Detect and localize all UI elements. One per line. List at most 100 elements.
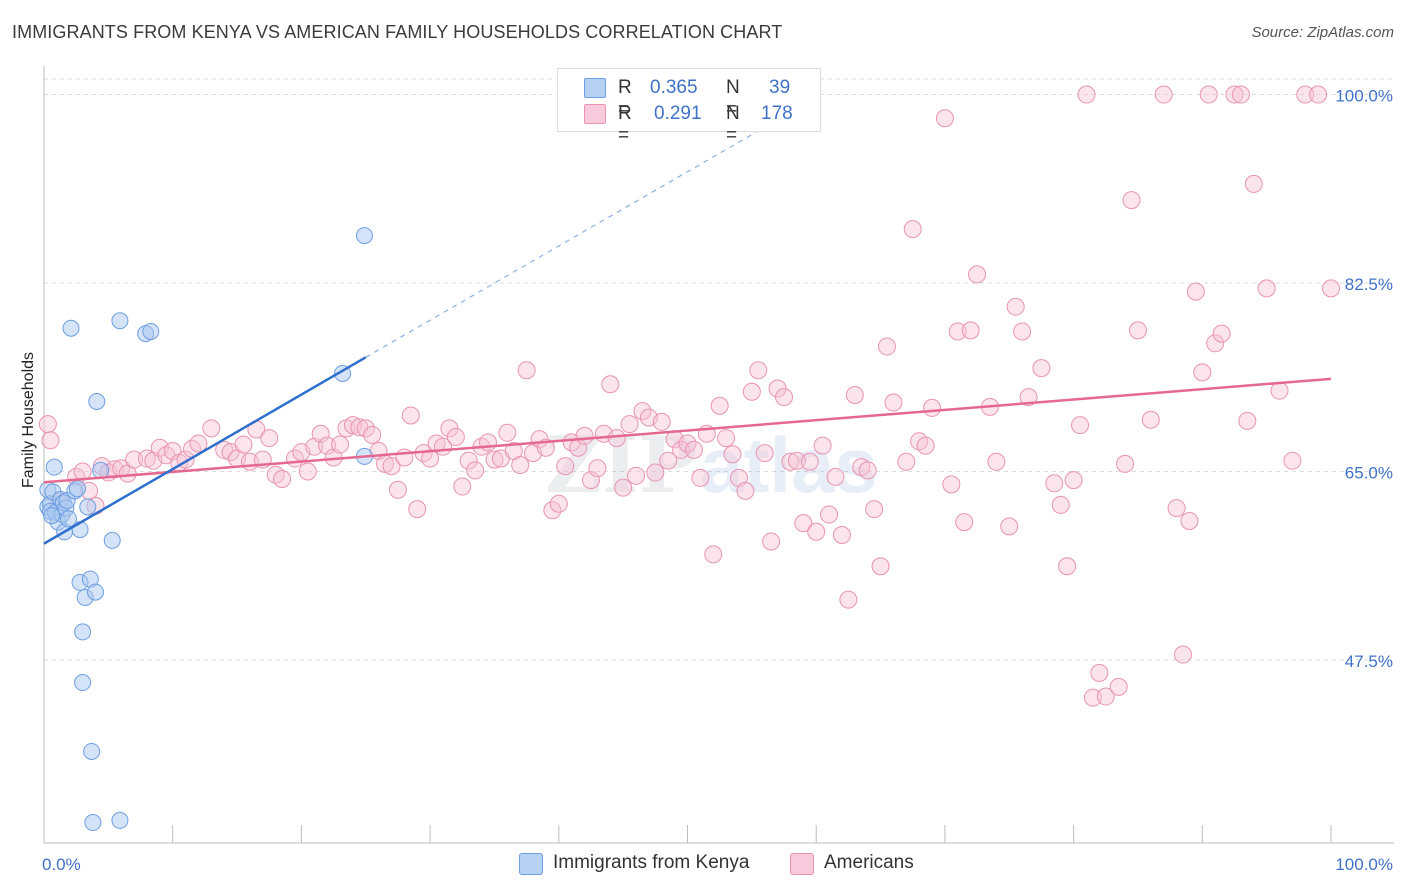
y-axis-label: Family Households xyxy=(20,351,37,489)
data-point-americans xyxy=(479,433,498,452)
data-point-americans xyxy=(1045,474,1064,493)
data-point-americans xyxy=(781,452,800,471)
data-point-americans xyxy=(601,375,620,394)
trend-lines xyxy=(43,115,1332,545)
data-point-americans xyxy=(916,436,935,455)
data-point-americans xyxy=(659,451,678,470)
data-point-americans xyxy=(1296,85,1315,104)
data-point-kenya xyxy=(74,623,92,641)
data-point-americans xyxy=(588,459,607,478)
gridlines xyxy=(44,78,1394,661)
data-point-americans xyxy=(704,545,723,564)
data-point-kenya xyxy=(103,531,121,549)
kenya-points xyxy=(39,227,373,832)
data-point-americans xyxy=(388,480,407,499)
trend-line-kenya xyxy=(43,356,367,545)
data-point-americans xyxy=(189,434,208,453)
data-point-kenya xyxy=(83,742,101,760)
watermark-atlas: atlas xyxy=(700,421,878,509)
data-point-americans xyxy=(137,449,156,468)
data-point-americans xyxy=(865,500,884,519)
data-point-americans xyxy=(884,393,903,412)
source-credit: Source: ZipAtlas.com xyxy=(1251,24,1394,41)
data-point-kenya xyxy=(62,319,80,337)
data-point-americans xyxy=(955,513,974,532)
data-point-americans xyxy=(800,452,819,471)
y-tick-label: 65.0% xyxy=(1345,463,1393,482)
data-point-americans xyxy=(691,468,710,487)
data-point-americans xyxy=(736,481,755,500)
data-point-americans xyxy=(1141,410,1160,429)
data-point-americans xyxy=(968,265,987,284)
data-point-americans xyxy=(234,435,253,454)
data-point-americans xyxy=(903,220,922,239)
x-tick-label: 100.0% xyxy=(1335,855,1393,874)
data-point-americans xyxy=(1090,663,1109,682)
americans-points xyxy=(38,85,1340,707)
data-point-kenya xyxy=(88,392,106,410)
data-point-americans xyxy=(1199,85,1218,104)
data-point-americans xyxy=(826,467,845,486)
data-point-americans xyxy=(215,440,234,459)
legend-swatch-americans xyxy=(584,104,606,124)
data-point-americans xyxy=(536,438,555,457)
data-point-americans xyxy=(356,419,375,438)
data-point-americans xyxy=(446,428,465,446)
data-point-americans xyxy=(1231,85,1250,104)
data-point-americans xyxy=(125,450,144,469)
data-point-kenya xyxy=(68,480,86,498)
data-point-americans xyxy=(163,442,182,460)
data-point-kenya xyxy=(79,498,97,516)
legend-r-key: R = xyxy=(618,77,632,120)
y-tick-label: 100.0% xyxy=(1335,87,1393,106)
legend-r-value: 0.291 xyxy=(654,103,702,124)
data-point-americans xyxy=(787,451,806,470)
data-point-kenya xyxy=(74,674,92,692)
data-point-americans xyxy=(652,412,671,431)
data-point-kenya xyxy=(86,583,104,601)
chart-title: IMMIGRANTS FROM KENYA VS AMERICAN FAMILY… xyxy=(12,22,783,42)
data-point-americans xyxy=(923,398,942,417)
legend-label-americans: Americans xyxy=(824,852,914,873)
data-point-americans xyxy=(202,419,221,438)
data-point-americans xyxy=(1322,279,1340,298)
series-legend: Immigrants from Kenya Americans xyxy=(0,852,1406,878)
data-point-americans xyxy=(517,361,536,380)
legend-swatch-kenya xyxy=(519,853,543,875)
data-point-americans xyxy=(742,382,761,401)
data-point-americans xyxy=(646,463,665,482)
data-point-kenya xyxy=(84,814,102,832)
data-point-americans xyxy=(775,388,794,407)
data-point-americans xyxy=(710,396,729,415)
data-point-americans xyxy=(1071,416,1090,435)
data-point-americans xyxy=(331,435,350,454)
data-point-americans xyxy=(755,444,774,463)
legend-label-kenya: Immigrants from Kenya xyxy=(553,852,750,873)
legend-r-value: 0.365 xyxy=(650,77,698,98)
data-point-americans xyxy=(318,436,337,455)
legend-n-value: 39 xyxy=(769,77,791,98)
data-point-americans xyxy=(684,440,703,459)
data-point-americans xyxy=(459,451,478,470)
data-point-americans xyxy=(1051,495,1070,514)
data-point-americans xyxy=(549,494,568,513)
data-point-americans xyxy=(813,436,832,455)
data-point-americans xyxy=(1032,359,1051,378)
legend-swatch-kenya xyxy=(584,78,606,98)
data-point-americans xyxy=(1077,85,1096,104)
data-point-americans xyxy=(1270,381,1289,400)
data-point-americans xyxy=(1109,677,1128,696)
data-point-americans xyxy=(620,415,639,434)
data-point-americans xyxy=(511,456,530,474)
data-point-americans xyxy=(1000,517,1019,536)
data-point-americans xyxy=(1006,297,1025,316)
data-point-americans xyxy=(627,466,646,485)
data-point-americans xyxy=(1283,451,1302,470)
data-point-kenya xyxy=(111,312,129,330)
data-point-americans xyxy=(871,557,890,576)
data-point-americans xyxy=(466,461,485,480)
data-point-kenya xyxy=(45,458,63,476)
data-point-americans xyxy=(1173,645,1192,664)
data-point-americans xyxy=(453,477,472,496)
